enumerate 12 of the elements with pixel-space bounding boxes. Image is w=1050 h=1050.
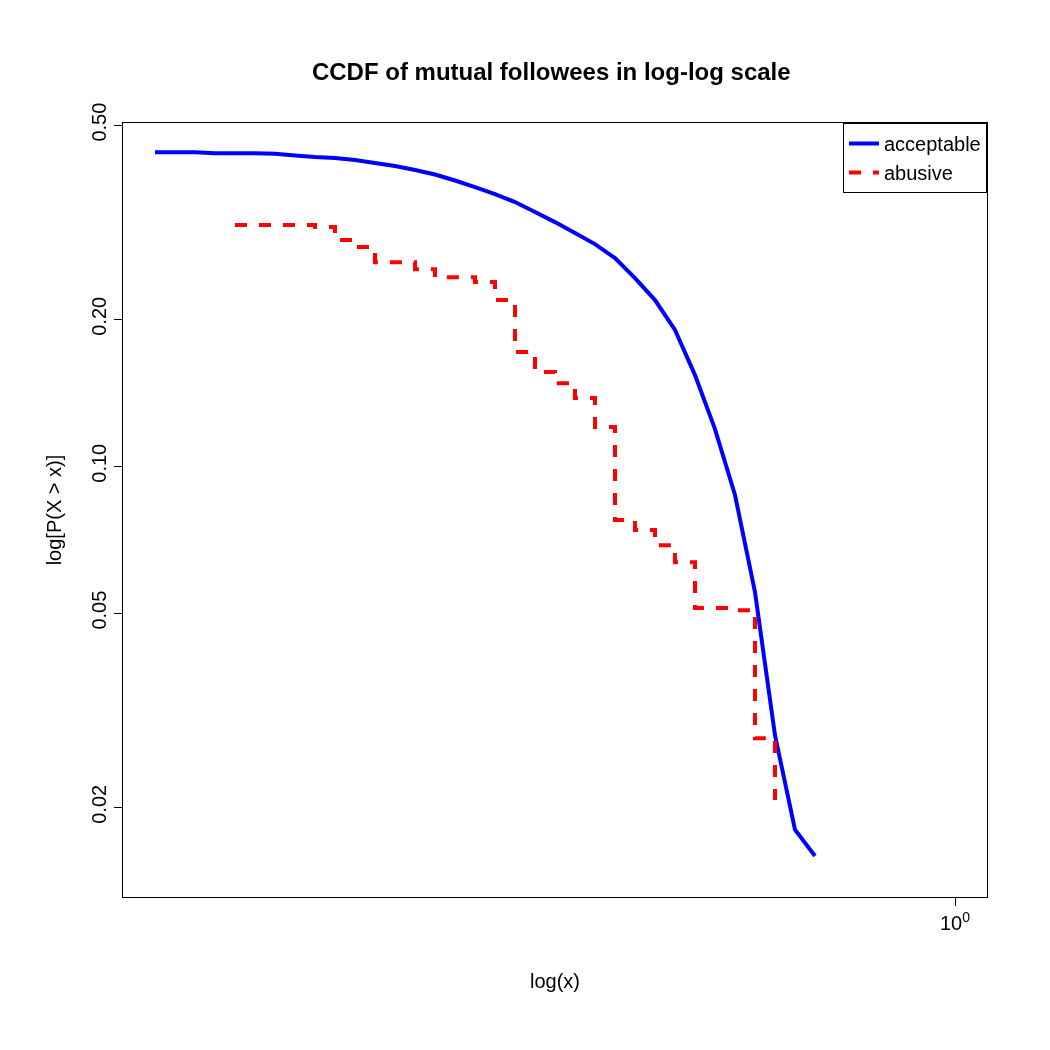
y-tick-label: 0.10 [87, 443, 110, 483]
legend-label: acceptable [884, 133, 981, 156]
y-tick-label: 0.02 [87, 784, 110, 824]
y-tick-label: 0.20 [87, 296, 110, 336]
legend-label: abusive [884, 162, 953, 185]
y-tick-label: 0.05 [87, 590, 110, 630]
y-axis-title: log[P(X > x)] [43, 454, 66, 566]
chart-title: CCDF of mutual followees in log-log scale [311, 57, 791, 85]
x-tick-label: 10$^{0}$ [939, 908, 971, 935]
y-tick-label: 0.50 [87, 102, 110, 142]
x-axis-title: log(x) [529, 969, 581, 992]
line-series [153, 150, 817, 858]
